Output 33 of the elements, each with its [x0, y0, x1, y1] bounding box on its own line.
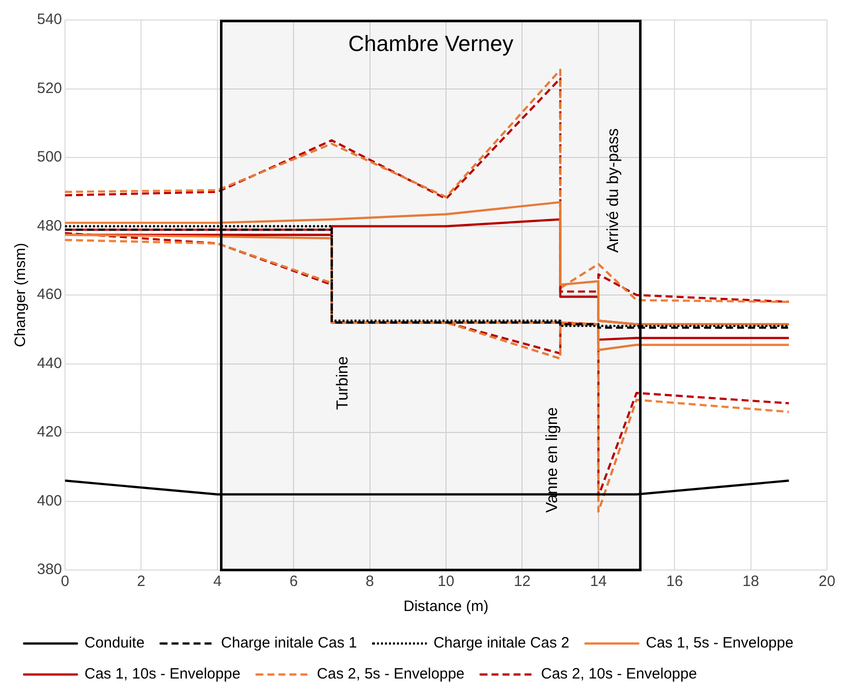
x-tick-label: 16 — [666, 573, 683, 590]
legend-label: Charge initale Cas 1 — [221, 634, 357, 652]
y-tick-label: 380 — [36, 561, 62, 578]
legend-label: Cas 2, 10s - Enveloppe — [541, 666, 697, 683]
y-tick-label: 440 — [36, 354, 62, 372]
annotation: Vanne en ligne — [544, 407, 562, 513]
x-tick-label: 12 — [514, 573, 531, 590]
legend-label: Conduite — [84, 634, 145, 652]
legend-label: Cas 2, 5s - Enveloppe — [316, 666, 465, 683]
annotation: Arrivé du by-pass — [605, 128, 622, 253]
x-tick-label: 20 — [818, 573, 836, 590]
x-tick-label: 8 — [366, 573, 374, 590]
y-tick-label: 480 — [36, 217, 62, 234]
x-tick-label: 0 — [60, 573, 70, 590]
y-axis-title: Changer (msm) — [12, 242, 30, 348]
legend-label: Charge initale Cas 2 — [433, 634, 570, 652]
x-tick-label: 14 — [590, 573, 607, 590]
y-tick-label: 460 — [36, 286, 62, 304]
annotation: Turbine — [334, 356, 352, 410]
x-tick-label: 2 — [137, 573, 146, 590]
x-tick-label: 18 — [742, 573, 760, 590]
x-axis-title: Distance (m) — [404, 598, 489, 616]
y-tick-label: 500 — [36, 148, 62, 166]
x-tick-label: 6 — [289, 573, 298, 590]
y-tick-label: 540 — [36, 11, 62, 28]
x-tick-label: 10 — [438, 573, 454, 590]
y-tick-label: 520 — [36, 80, 62, 97]
x-tick-label: 4 — [213, 573, 222, 590]
band-label: Chambre Verney — [348, 31, 514, 56]
legend-label: Cas 1, 5s - Enveloppe — [646, 634, 794, 652]
legend-label: Cas 1, 10s - Enveloppe — [84, 666, 240, 683]
y-tick-label: 420 — [36, 424, 62, 441]
y-tick-label: 400 — [36, 492, 62, 510]
